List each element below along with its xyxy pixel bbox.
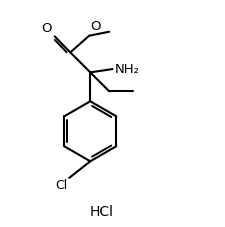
Text: Cl: Cl (55, 179, 68, 192)
Text: O: O (42, 22, 52, 35)
Text: O: O (90, 20, 101, 34)
Text: HCl: HCl (89, 205, 113, 219)
Text: NH₂: NH₂ (114, 63, 139, 76)
